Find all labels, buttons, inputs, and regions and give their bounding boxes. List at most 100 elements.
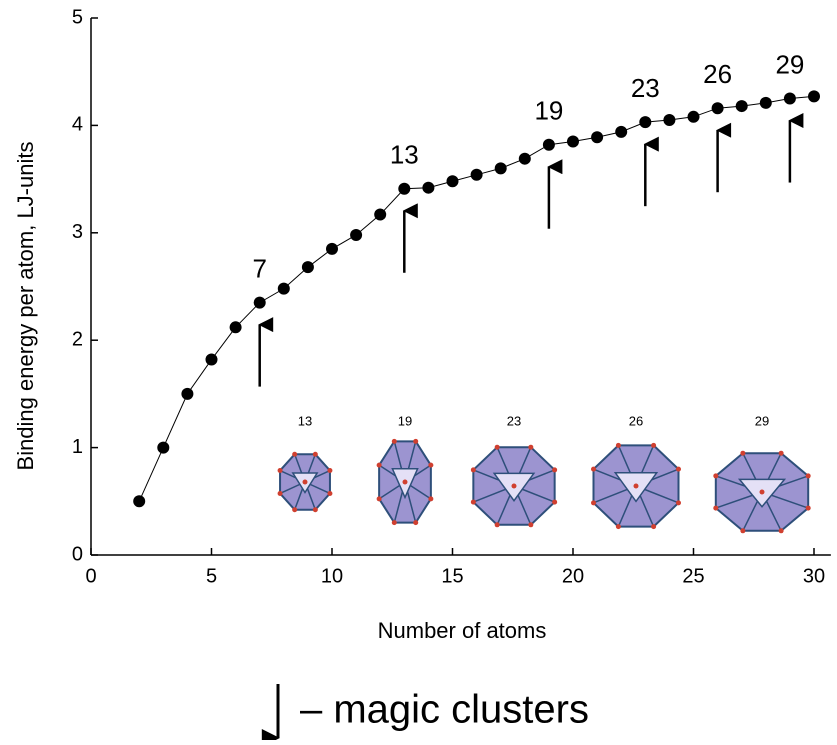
data-point bbox=[808, 90, 820, 102]
cluster-atom bbox=[413, 520, 418, 525]
data-point bbox=[157, 442, 169, 454]
data-point bbox=[712, 102, 724, 114]
data-point bbox=[639, 116, 651, 128]
series-line bbox=[139, 96, 814, 501]
cluster-atom bbox=[779, 528, 784, 533]
data-point bbox=[495, 162, 507, 174]
data-point bbox=[302, 261, 314, 273]
cluster-atom bbox=[292, 507, 297, 512]
y-tick-label: 5 bbox=[72, 6, 83, 28]
data-point bbox=[181, 388, 193, 400]
y-tick-label: 0 bbox=[72, 543, 83, 565]
cluster-atom bbox=[495, 522, 500, 527]
cluster-atom bbox=[313, 507, 318, 512]
data-point bbox=[422, 182, 434, 194]
data-point bbox=[688, 111, 700, 123]
data-point bbox=[567, 136, 579, 148]
cluster-atom bbox=[428, 496, 433, 501]
y-tick-label: 2 bbox=[72, 328, 83, 350]
x-tick-label: 15 bbox=[441, 565, 463, 587]
data-point bbox=[760, 97, 772, 109]
inset-label: 23 bbox=[507, 413, 521, 428]
x-tick-label: 5 bbox=[206, 565, 217, 587]
y-axis-label: Binding energy per atom, LJ-units bbox=[13, 142, 38, 471]
legend-text: – magic clusters bbox=[300, 688, 589, 732]
cluster-atom bbox=[806, 473, 811, 478]
cluster-atom bbox=[413, 439, 418, 444]
cluster-atom bbox=[552, 500, 557, 505]
y-tick-label: 4 bbox=[72, 114, 83, 136]
cluster-atom bbox=[616, 524, 621, 529]
data-point bbox=[398, 183, 410, 195]
data-point bbox=[615, 126, 627, 138]
data-point bbox=[350, 229, 362, 241]
data-point bbox=[591, 131, 603, 143]
inset-label: 29 bbox=[755, 413, 769, 428]
data-point bbox=[254, 297, 266, 309]
cluster-atom bbox=[713, 473, 718, 478]
inset-label: 19 bbox=[398, 413, 412, 428]
data-point bbox=[471, 169, 483, 181]
data-point bbox=[374, 209, 386, 221]
cluster-atom bbox=[495, 445, 500, 450]
cluster-atom bbox=[676, 467, 681, 472]
cluster-atom bbox=[591, 467, 596, 472]
cluster-atom bbox=[651, 524, 656, 529]
cluster-atom bbox=[634, 484, 639, 489]
inset-label: 13 bbox=[298, 413, 312, 428]
cluster-atom bbox=[392, 439, 397, 444]
cluster-atom bbox=[806, 506, 811, 511]
cluster-atom bbox=[327, 491, 332, 496]
cluster-atom bbox=[740, 528, 745, 533]
cluster-atom bbox=[528, 445, 533, 450]
x-tick-label: 30 bbox=[803, 565, 825, 587]
data-point bbox=[663, 114, 675, 126]
data-point bbox=[543, 139, 555, 151]
data-point bbox=[519, 153, 531, 165]
x-axis-label: Number of atoms bbox=[378, 618, 547, 643]
cluster-atom bbox=[512, 484, 517, 489]
magic-label: 13 bbox=[390, 140, 419, 170]
cluster-atom bbox=[278, 491, 283, 496]
data-point bbox=[736, 100, 748, 112]
cluster-atom bbox=[392, 520, 397, 525]
cluster-atom bbox=[377, 496, 382, 501]
cluster-atom bbox=[676, 500, 681, 505]
x-tick-label: 0 bbox=[85, 565, 96, 587]
cluster-atom bbox=[713, 506, 718, 511]
y-tick-label: 3 bbox=[72, 221, 83, 243]
cluster-atom bbox=[779, 451, 784, 456]
x-tick-label: 20 bbox=[562, 565, 584, 587]
magic-label: 29 bbox=[775, 49, 804, 79]
cluster-atom bbox=[313, 452, 318, 457]
inset-label: 26 bbox=[629, 413, 643, 428]
x-tick-label: 10 bbox=[321, 565, 343, 587]
cluster-atom bbox=[303, 480, 308, 485]
chart: Binding energy per atom, LJ-units Number… bbox=[0, 0, 837, 740]
cluster-atom bbox=[740, 451, 745, 456]
data-point bbox=[206, 354, 218, 366]
cluster-atom bbox=[292, 452, 297, 457]
magic-label: 7 bbox=[252, 253, 266, 283]
x-tick-label: 25 bbox=[682, 565, 704, 587]
magic-label: 26 bbox=[703, 59, 732, 89]
data-point bbox=[784, 93, 796, 105]
cluster-atom bbox=[760, 490, 765, 495]
cluster-atom bbox=[428, 463, 433, 468]
cluster-atom bbox=[278, 468, 283, 473]
data-point bbox=[278, 283, 290, 295]
cluster-atom bbox=[591, 500, 596, 505]
magic-label: 23 bbox=[631, 73, 660, 103]
cluster-atom bbox=[616, 443, 621, 448]
cluster-atom bbox=[403, 480, 408, 485]
data-point bbox=[447, 175, 459, 187]
cluster-atom bbox=[377, 463, 382, 468]
cluster-insets: 13 19 23 26 29 bbox=[278, 413, 811, 533]
cluster-atom bbox=[651, 443, 656, 448]
cluster-atom bbox=[552, 467, 557, 472]
cluster-atom bbox=[327, 468, 332, 473]
y-tick-label: 1 bbox=[72, 436, 83, 458]
data-point bbox=[133, 495, 145, 507]
data-point bbox=[326, 243, 338, 255]
data-point bbox=[230, 321, 242, 333]
